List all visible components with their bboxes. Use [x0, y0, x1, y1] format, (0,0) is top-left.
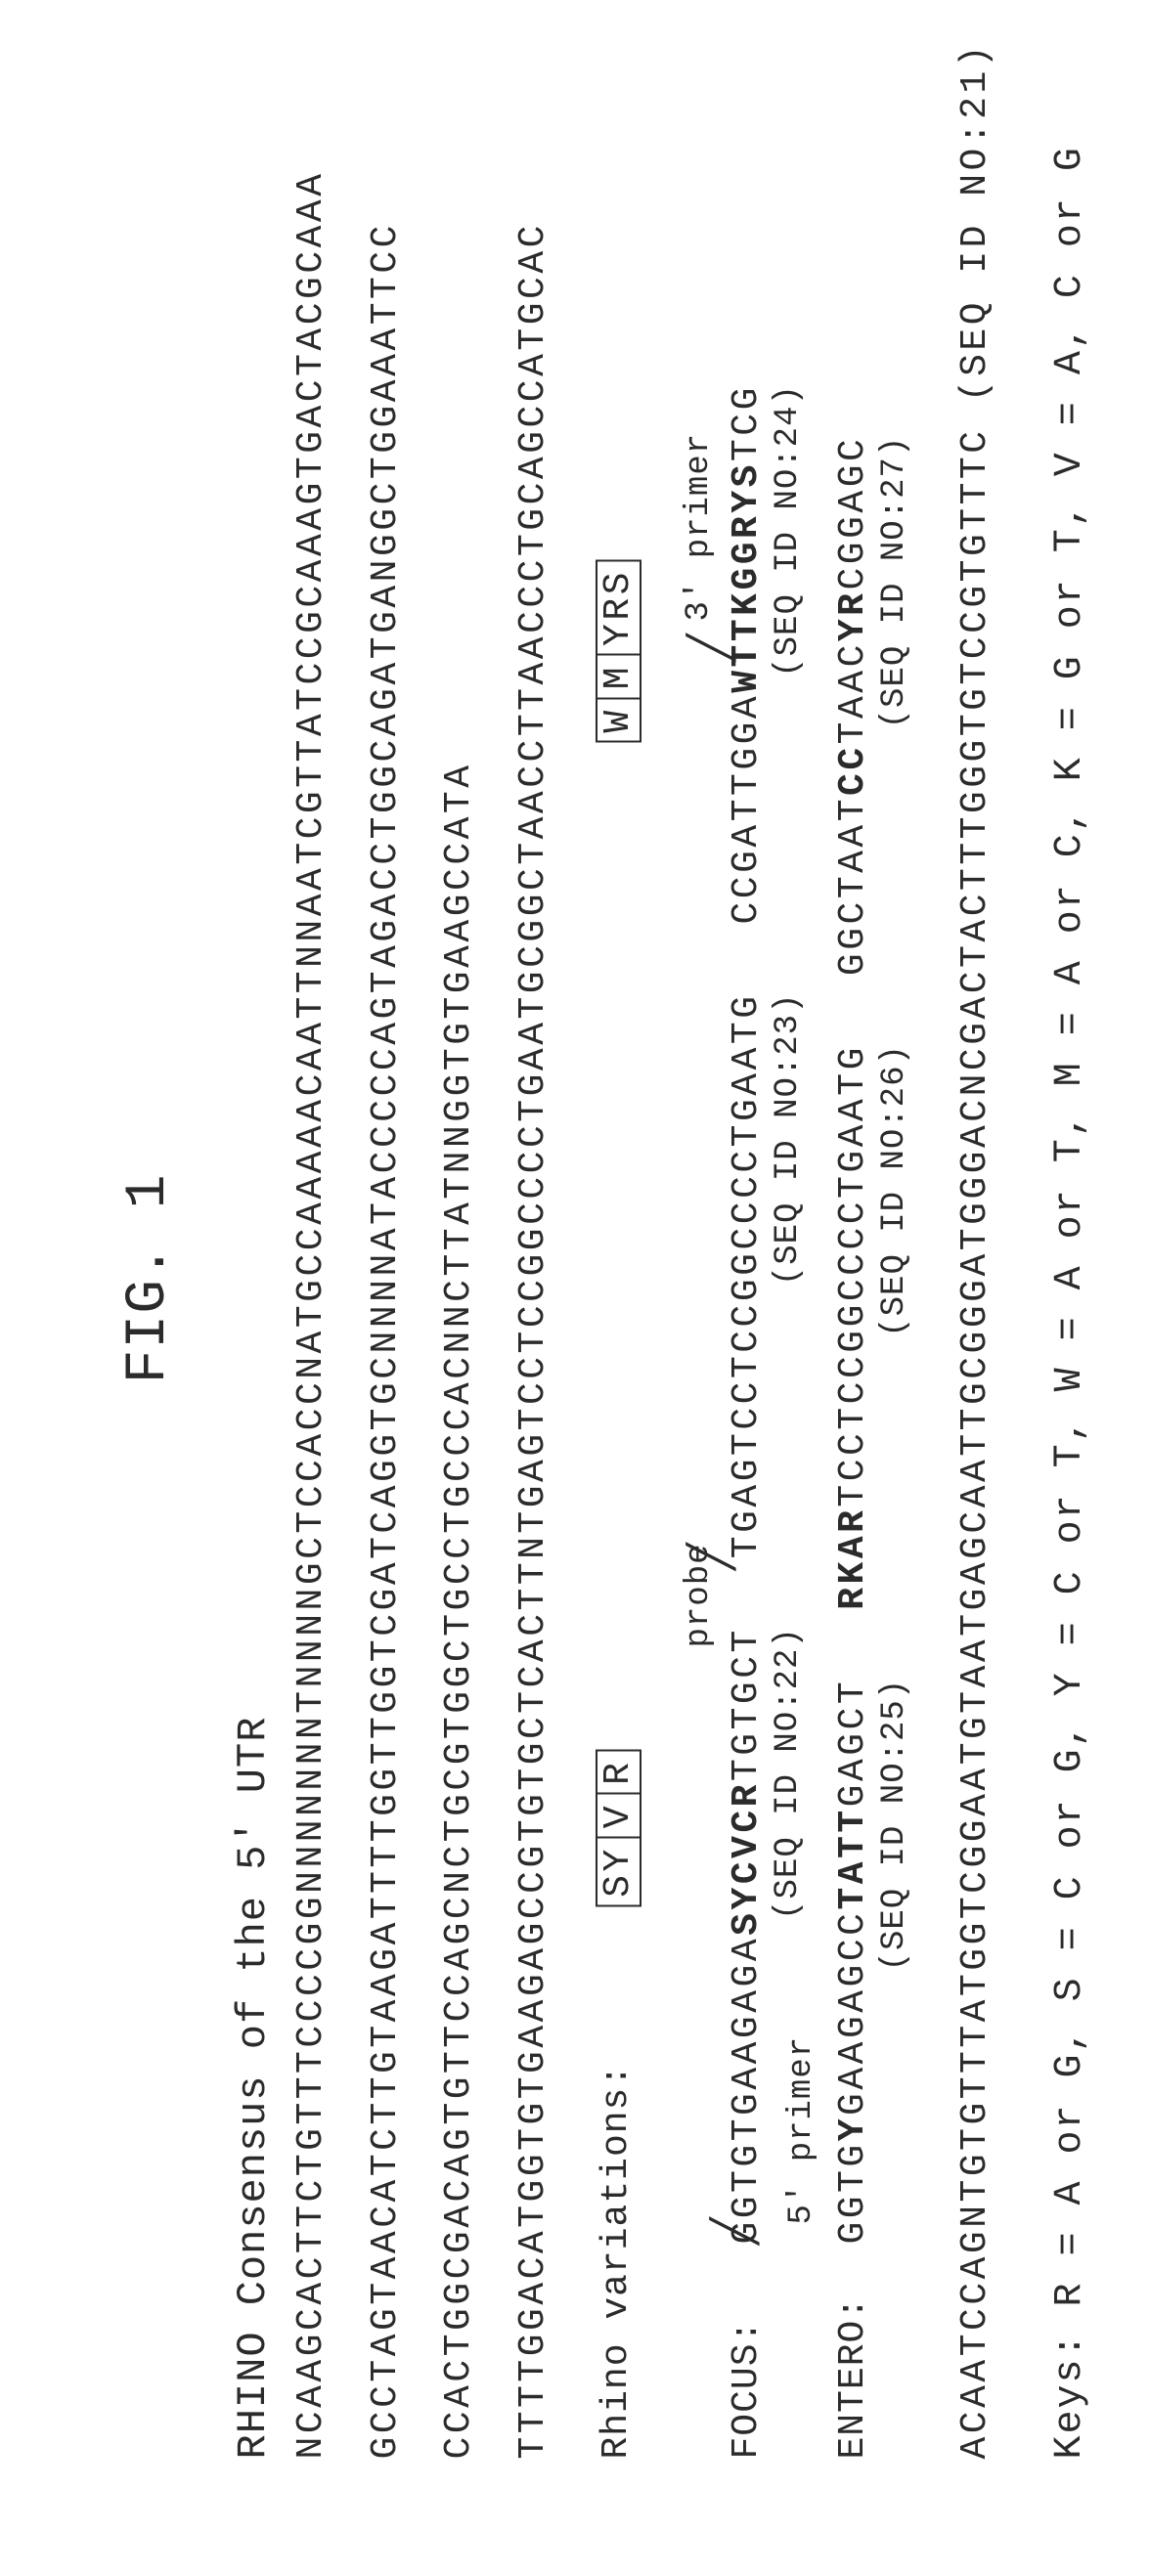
variations-label: Rhino variations: — [596, 2063, 638, 2459]
focus-probe: TGAGTCCTCCGGCCCCTGAATG (SEQ ID NO:23) — [726, 992, 807, 1558]
box1-cell-2: R — [597, 1751, 640, 1792]
focus-p5-bold: SYCVCR — [726, 1781, 768, 1936]
entero-probe: RKARTCCTCCGGCCCCTGAATG (SEQ ID NO:26) — [832, 1044, 913, 1610]
page-rotated-content: FIG. 1 RHINO Consensus of the 5' UTR NCA… — [0, 0, 1150, 2576]
entero-p5-mid: GAAGAGCC — [832, 1909, 874, 2115]
entero-3primer: GGCTAATCCTAACYRCGGAGC (SEQ ID NO:27) — [832, 435, 913, 975]
variation-box-1: SY V R — [596, 1749, 641, 1906]
consensus-line-3: CCACTGGCGACAGTGTTCCAGCNCTGCGTGGCTGCCTGCC… — [436, 98, 483, 2459]
entero-probe-bold: RKAR — [832, 1506, 874, 1609]
entero-row: ENTERO: GGTGYGAAGAGCCTATTGAGCT (SEQ ID N… — [832, 98, 913, 2459]
entero-probe-id: (SEQ ID NO:26) — [876, 1044, 913, 1610]
entero-probe-post: TCCTCCGGCCCCTGAATG — [832, 1044, 874, 1506]
entero-5primer: GGTGYGAAGAGCCTATTGAGCT (SEQ ID NO:25) — [832, 1678, 913, 2244]
box2-cell-0: W — [597, 697, 640, 740]
entero-p3-post: CGGAGC — [832, 435, 874, 589]
focus-probe-id: (SEQ ID NO:23) — [770, 992, 807, 1558]
entero-p5-b1: Y — [832, 2115, 874, 2140]
focus-label: FOCUS: — [726, 2244, 768, 2459]
box1-cell-0: SY — [597, 1836, 640, 1905]
entero-p5-pre: GGTG — [832, 2141, 874, 2244]
primer-5-label: 5' primer — [783, 2035, 820, 2224]
after-line: ACAATCCAGNTGTGTTTATGGTCGGAATGTAATGAGCAAT… — [952, 98, 999, 2459]
box2-cell-2: YRS — [597, 561, 640, 654]
entero-p3-pre: GGCTAAT — [832, 795, 874, 975]
focus-p3-id: (SEQ ID NO:24) — [770, 384, 807, 924]
consensus-line-1: NCAAGCACTTCTGTTTCCCCGGNNNNNNNTNNNNGCTCCA… — [288, 98, 335, 2459]
entero-p5-post: GAGCT — [832, 1678, 874, 1807]
entero-p3-b1: CC — [832, 744, 874, 796]
section-heading: RHINO Consensus of the 5' UTR — [230, 98, 277, 2459]
focus-3primer: CCGATTGGAWTTKGGRYSTCG (SEQ ID NO:24) — [726, 384, 807, 924]
focus-p5-pre: GGTGTGAAGAGA — [726, 1935, 768, 2244]
consensus-line-4: TTTTGGACATGGTGTGAAGAGCCGTGTGCTCACTTNTGAG… — [510, 98, 557, 2459]
variation-box-2: W M YRS — [596, 559, 641, 743]
box1-cell-1: V — [597, 1792, 640, 1835]
keys-legend: Keys: R = A or G, S = C or G, Y = C or T… — [1048, 98, 1092, 2459]
entero-label: ENTERO: — [832, 2244, 874, 2459]
primer-3-label: 3' primer — [681, 432, 718, 621]
focus-p5-post: TGTGCT — [726, 1627, 768, 1781]
entero-p5-b2: TATT — [832, 1807, 874, 1909]
entero-p3-id: (SEQ ID NO:27) — [876, 435, 913, 975]
box2-cell-1: M — [597, 653, 640, 696]
entero-p3-b2: YR — [832, 589, 874, 641]
focus-p3-pre: CCGATTGGA — [726, 692, 768, 924]
entero-p5-id: (SEQ ID NO:25) — [876, 1678, 913, 2244]
focus-probe-pre: TGAGTCCTCCGGCCCCTGAATG — [726, 992, 768, 1558]
figure-title: FIG. 1 — [117, 98, 181, 2459]
entero-p3-mid: TAAC — [832, 641, 874, 744]
focus-p3-post: TCG — [726, 384, 768, 461]
focus-p3-bold: WTTKGGRYS — [726, 461, 768, 693]
rhino-variations-row: Rhino variations: SY V R W M YRS — [596, 98, 641, 2459]
consensus-line-2: GCCTAGTAACATCTTGTAAGATTTTGGTTGGTCGATCAGG… — [363, 98, 410, 2459]
